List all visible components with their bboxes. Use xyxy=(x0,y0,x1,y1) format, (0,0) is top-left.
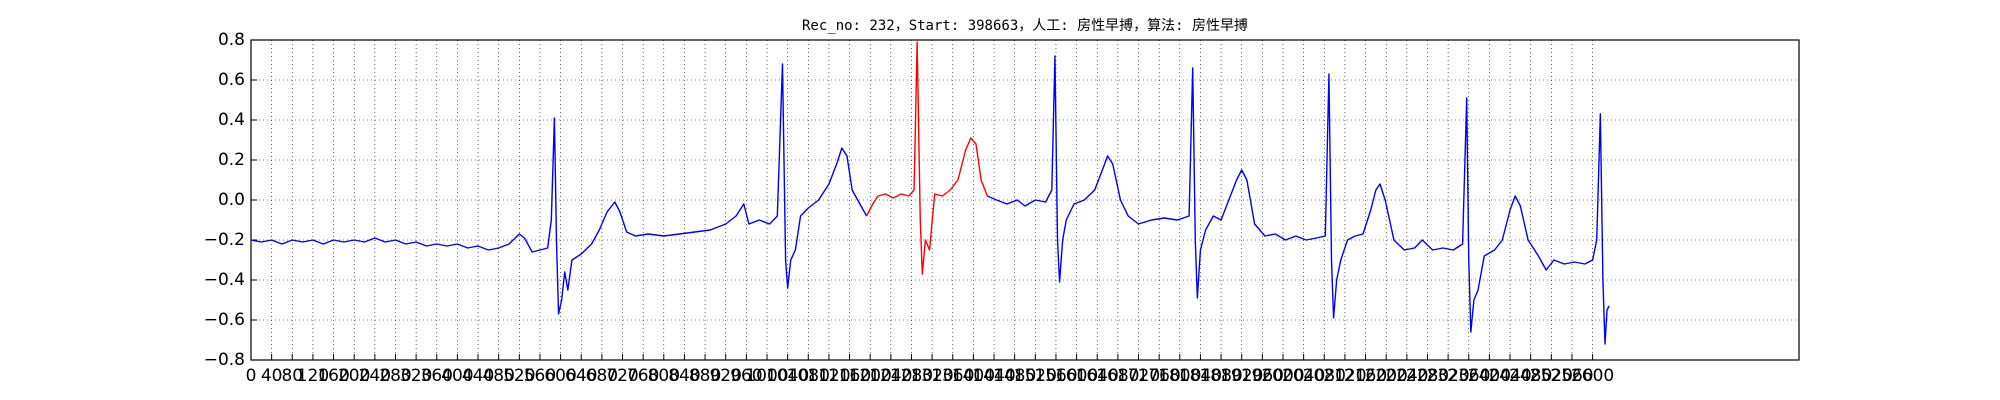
y-tick-label: 0.2 xyxy=(218,150,245,170)
x-tick-label: 1640 xyxy=(1076,366,1119,386)
x-tick-label: 520 xyxy=(503,366,535,386)
y-tick-label: 0.6 xyxy=(218,70,245,90)
x-tick-label: 280 xyxy=(379,366,411,386)
x-tick-label: 2280 xyxy=(1406,366,1449,386)
x-tick-label: 760 xyxy=(627,366,659,386)
x-tick-label: 1360 xyxy=(931,366,974,386)
x-tick-label: 2160 xyxy=(1344,366,1387,386)
x-tick-label: 1080 xyxy=(787,366,830,386)
x-tick-label: 2320 xyxy=(1426,366,1469,386)
y-tick-label: 0.4 xyxy=(218,110,245,130)
x-tick-label: 1960 xyxy=(1241,366,1284,386)
x-tick-label: 360 xyxy=(421,366,453,386)
x-tick-label: 2400 xyxy=(1468,366,1511,386)
x-tick-label: 680 xyxy=(586,366,618,386)
x-tick-label: 240 xyxy=(359,366,391,386)
x-tick-label: 600 xyxy=(544,366,576,386)
x-tick-label: 400 xyxy=(441,366,473,386)
x-tick-label: 2480 xyxy=(1509,366,1552,386)
x-tick-label: 1320 xyxy=(910,366,953,386)
x-tick-label: 2240 xyxy=(1385,366,1428,386)
x-tick-label: 960 xyxy=(730,366,762,386)
x-tick-label: 480 xyxy=(482,366,514,386)
x-tick-label: 1600 xyxy=(1055,366,1098,386)
x-tick-label: 0 xyxy=(246,366,257,386)
x-tick-label: 1920 xyxy=(1220,366,1263,386)
x-tick-label: 1560 xyxy=(1034,366,1077,386)
x-tick-label: 1040 xyxy=(766,366,809,386)
x-tick-label: 1480 xyxy=(993,366,1036,386)
x-tick-label: 1240 xyxy=(869,366,912,386)
signal-line xyxy=(250,55,1610,345)
x-tick-label: 720 xyxy=(606,366,638,386)
x-tick-label: 840 xyxy=(668,366,700,386)
x-tick-label: 2080 xyxy=(1303,366,1346,386)
x-tick-label: 2560 xyxy=(1550,366,1593,386)
y-tick-label: −0.2 xyxy=(204,230,245,250)
x-tick-label: 1400 xyxy=(952,366,995,386)
x-tick-label: 1120 xyxy=(807,366,850,386)
x-tick-label: 2120 xyxy=(1323,366,1366,386)
x-tick-label: 2000 xyxy=(1261,366,1304,386)
x-tick-label: 80 xyxy=(281,366,303,386)
x-tick-label: 320 xyxy=(400,366,432,386)
signal-line xyxy=(865,41,988,275)
x-tick-label: 1200 xyxy=(849,366,892,386)
x-tick-label: 1520 xyxy=(1014,366,1057,386)
y-tick-label: −0.8 xyxy=(204,350,245,370)
x-tick-label: 1280 xyxy=(890,366,933,386)
y-tick-label: −0.4 xyxy=(204,270,245,290)
x-tick-label: 2040 xyxy=(1282,366,1325,386)
x-tick-label: 2440 xyxy=(1488,366,1531,386)
x-tick-label: 1840 xyxy=(1179,366,1222,386)
x-tick-label: 40 xyxy=(261,366,283,386)
y-tick-label: −0.6 xyxy=(204,310,245,330)
x-tick-label: 440 xyxy=(462,366,494,386)
y-tick-label: 0.0 xyxy=(218,190,245,210)
x-tick-label: 2600 xyxy=(1571,366,1614,386)
x-tick-label: 880 xyxy=(689,366,721,386)
x-tick-label: 640 xyxy=(565,366,597,386)
x-tick-label: 1880 xyxy=(1199,366,1242,386)
x-tick-label: 920 xyxy=(709,366,741,386)
x-tick-label: 1160 xyxy=(828,366,871,386)
x-tick-label: 1000 xyxy=(745,366,788,386)
x-tick-label: 1440 xyxy=(972,366,1015,386)
x-tick-label: 1800 xyxy=(1158,366,1201,386)
x-tick-label: 120 xyxy=(297,366,329,386)
x-tick-label: 800 xyxy=(648,366,680,386)
x-tick-label: 160 xyxy=(317,366,349,386)
x-tick-label: 1680 xyxy=(1096,366,1139,386)
x-tick-label: 200 xyxy=(338,366,370,386)
x-tick-label: 1720 xyxy=(1117,366,1160,386)
y-tick-label: 0.8 xyxy=(218,30,245,50)
x-tick-label: 2360 xyxy=(1447,366,1490,386)
chart-title: Rec_no: 232，Start: 398663，人工: 房性早搏，算法: 房… xyxy=(802,17,1248,34)
x-tick-label: 2520 xyxy=(1530,366,1573,386)
x-tick-label: 1760 xyxy=(1138,366,1181,386)
x-tick-label: 2200 xyxy=(1365,366,1408,386)
x-tick-label: 560 xyxy=(524,366,556,386)
